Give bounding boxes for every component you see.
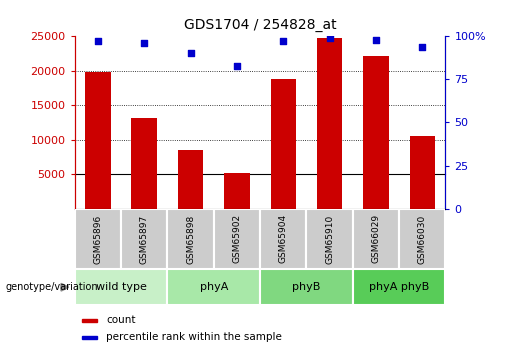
Bar <box>167 269 260 305</box>
Bar <box>121 209 167 269</box>
Point <box>279 39 287 44</box>
Bar <box>306 209 353 269</box>
Text: phyA: phyA <box>199 282 228 292</box>
Bar <box>214 209 260 269</box>
Text: phyA phyB: phyA phyB <box>369 282 429 292</box>
Text: GSM65902: GSM65902 <box>232 214 242 264</box>
Title: GDS1704 / 254828_at: GDS1704 / 254828_at <box>184 18 336 32</box>
Point <box>325 35 334 41</box>
Bar <box>363 56 389 209</box>
Bar <box>317 38 342 209</box>
Bar <box>75 269 167 305</box>
Point <box>94 39 102 44</box>
Bar <box>85 72 111 209</box>
Text: percentile rank within the sample: percentile rank within the sample <box>106 333 282 342</box>
Text: GSM65904: GSM65904 <box>279 214 288 264</box>
Bar <box>178 150 203 209</box>
Text: count: count <box>106 315 135 325</box>
Text: wild type: wild type <box>96 282 146 292</box>
Text: GSM65896: GSM65896 <box>93 214 102 264</box>
Point <box>140 40 148 46</box>
Bar <box>353 269 445 305</box>
Bar <box>82 336 97 339</box>
Text: GSM66030: GSM66030 <box>418 214 427 264</box>
Bar <box>260 269 353 305</box>
Bar <box>260 209 306 269</box>
Text: GSM65898: GSM65898 <box>186 214 195 264</box>
Point <box>233 63 241 68</box>
Bar <box>353 209 399 269</box>
Bar <box>270 79 296 209</box>
Bar <box>409 136 435 209</box>
Bar <box>167 209 214 269</box>
Point <box>186 51 195 56</box>
Bar <box>75 209 121 269</box>
Bar <box>224 173 250 209</box>
Text: GSM65910: GSM65910 <box>325 214 334 264</box>
Point <box>418 44 426 49</box>
Bar <box>82 319 97 322</box>
Text: phyB: phyB <box>292 282 321 292</box>
Point <box>372 37 380 42</box>
Text: genotype/variation: genotype/variation <box>5 282 98 292</box>
Text: GSM66029: GSM66029 <box>371 214 381 264</box>
Bar <box>399 209 445 269</box>
Bar <box>131 118 157 209</box>
Text: GSM65897: GSM65897 <box>140 214 149 264</box>
